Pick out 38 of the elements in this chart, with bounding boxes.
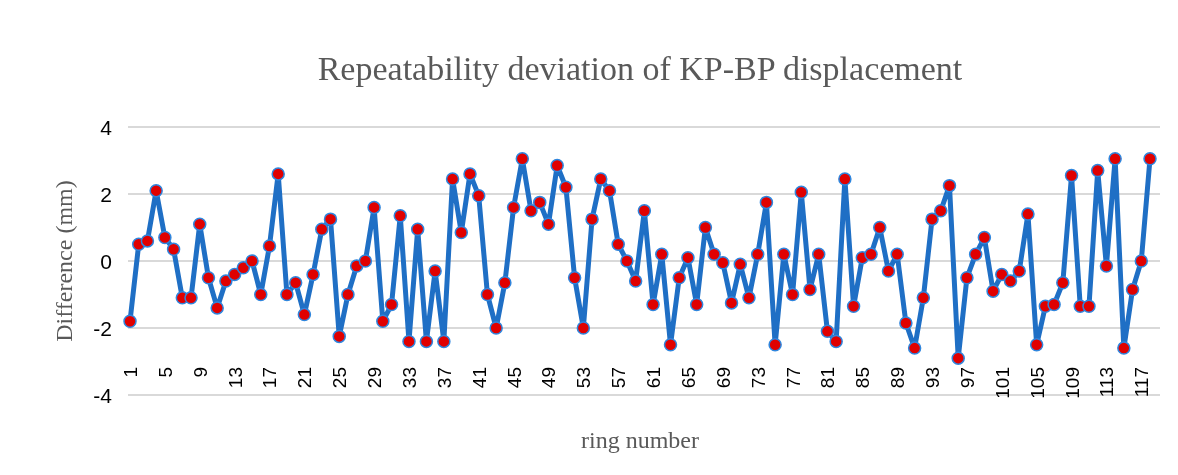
x-tick-label: 73 (747, 367, 769, 389)
x-tick-label: 89 (887, 367, 909, 389)
x-tick-label: 105 (1026, 367, 1048, 399)
x-tick-label: 33 (398, 367, 420, 389)
y-tick-label: 4 (100, 115, 113, 139)
x-tick-label: 77 (782, 367, 804, 389)
x-tick-label: 13 (224, 367, 246, 389)
x-tick-label: 9 (189, 367, 211, 378)
x-tick-label: 65 (677, 367, 699, 389)
x-axis-title: ring number (581, 427, 699, 453)
x-tick-label: 41 (468, 367, 490, 389)
x-tick-label: 101 (991, 367, 1013, 399)
x-tick-label: 49 (538, 367, 560, 389)
y-tick-label: -2 (93, 316, 112, 340)
x-tick-label: 17 (259, 367, 281, 389)
x-tick-label: 117 (1131, 367, 1153, 398)
x-tick-label: 37 (433, 367, 455, 389)
y-tick-label: 0 (100, 249, 112, 273)
x-tick-label: 57 (608, 367, 630, 389)
x-tick-label: 45 (503, 367, 525, 389)
x-tick-label: 109 (1061, 367, 1083, 399)
x-tick-label: 69 (712, 367, 734, 389)
x-tick-label: 61 (643, 367, 665, 389)
x-tick-label: 5 (154, 367, 176, 378)
x-tick-label: 97 (956, 367, 978, 389)
x-tick-label: 53 (573, 367, 595, 389)
x-tick-label: 29 (364, 367, 386, 389)
x-tick-label: 81 (817, 367, 839, 389)
x-tick-label: 1 (120, 367, 141, 378)
y-axis-title: Difference (mm) (51, 180, 77, 342)
x-tick-label: 113 (1096, 367, 1118, 398)
y-tick-label: 2 (100, 182, 112, 206)
x-tick-label: 85 (852, 367, 874, 389)
chart-title: Repeatability deviation of KP-BP displacement (317, 50, 963, 87)
x-tick-label: 21 (294, 367, 316, 389)
x-tick-label: 93 (922, 367, 944, 389)
x-tick-label: 25 (329, 367, 351, 389)
y-tick-label: -4 (93, 383, 113, 407)
